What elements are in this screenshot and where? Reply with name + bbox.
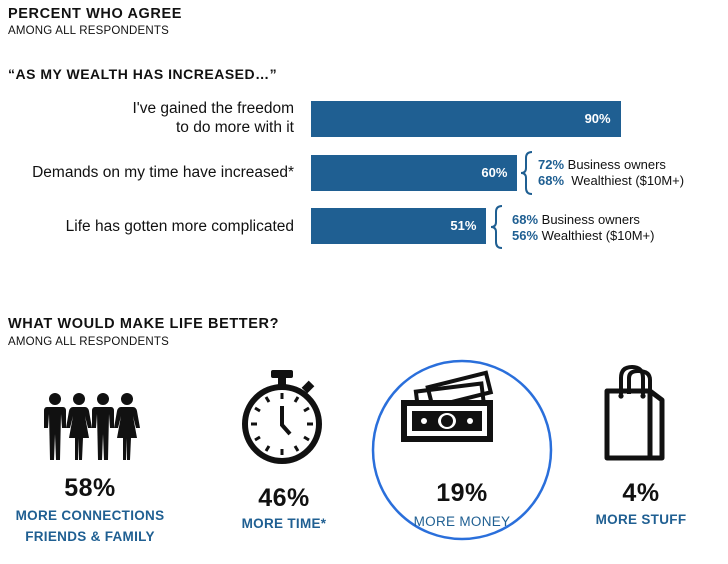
annotation-line: 56% Wealthiest ($10M+) <box>512 228 654 244</box>
item-label-line: MORE TIME* <box>241 516 327 531</box>
bar-value-label: 51% <box>450 218 477 233</box>
section-subtitle: AMONG ALL RESPONDENTS <box>8 336 169 348</box>
bar-label-line: Life has gotten more complicated <box>65 218 294 235</box>
highlight-circle <box>371 359 553 541</box>
annotation-line: 72% Business owners <box>538 157 684 173</box>
bar-label-line: I've gained the freedom <box>132 100 294 117</box>
bar-value-label: 90% <box>584 111 611 126</box>
money-icon <box>401 370 494 442</box>
annotation-pct: 72% <box>538 157 565 172</box>
section-subtitle: AMONG ALL RESPONDENTS <box>8 25 169 37</box>
item-label: MORE CONNECTIONS FRIENDS & FAMILY <box>0 505 180 547</box>
bar-complicated: 51% <box>311 208 487 244</box>
bar-label-time: Demands on my time have increased* <box>32 163 294 182</box>
bar-label-line: Demands on my time have increased* <box>32 164 294 181</box>
annotation-pct: 56% <box>512 228 539 243</box>
section-title: WHAT WOULD MAKE LIFE BETTER? <box>8 316 280 332</box>
annotation-text: Business owners <box>564 157 666 172</box>
item-label-line: MORE MONEY <box>413 514 511 529</box>
item-percent: 19% <box>436 479 488 507</box>
item-percent: 58% <box>64 474 116 502</box>
stopwatch-icon <box>242 370 322 464</box>
annotation-text: Wealthiest ($10M+) <box>538 228 655 243</box>
section-title: PERCENT WHO AGREE <box>8 6 183 22</box>
item-label: MORE STUFF <box>551 509 728 530</box>
item-percent: 4% <box>622 479 660 507</box>
item-label: MORE TIME* <box>194 513 374 534</box>
item-percent: 46% <box>258 484 310 512</box>
annotation-pct: 68% <box>512 212 539 227</box>
bar-label-complicated: Life has gotten more complicated <box>66 217 294 236</box>
shopping-bag-icon <box>604 364 665 461</box>
annotation-text: Business owners <box>538 212 640 227</box>
bar-label-line: to do more with it <box>175 119 294 136</box>
item-label: MORE MONEY <box>372 511 552 532</box>
chart-title: “AS MY WEALTH HAS INCREASED…” <box>8 66 278 82</box>
bar-time: 60% <box>311 155 518 191</box>
annotation-pct: 68% <box>538 173 565 188</box>
item-label-line: MORE STUFF <box>595 512 687 527</box>
annotation-complicated: 68% Business owners 56% Wealthiest ($10M… <box>512 212 654 244</box>
brace-icon <box>490 205 503 249</box>
annotation-line: 68% Business owners <box>512 212 654 228</box>
annotation-line: 68% Wealthiest ($10M+) <box>538 173 684 189</box>
annotation-text: Wealthiest ($10M+) <box>564 173 685 188</box>
bar-freedom: 90% <box>311 101 621 137</box>
bar-label-freedom: I've gained the freedom to do more with … <box>132 99 294 137</box>
people-icon <box>44 393 140 460</box>
bar-value-label: 60% <box>481 165 508 180</box>
brace-icon <box>520 151 533 195</box>
item-label-line: FRIENDS & FAMILY <box>25 529 155 544</box>
item-label-line: MORE CONNECTIONS <box>15 508 165 523</box>
annotation-time: 72% Business owners 68% Wealthiest ($10M… <box>538 157 684 189</box>
